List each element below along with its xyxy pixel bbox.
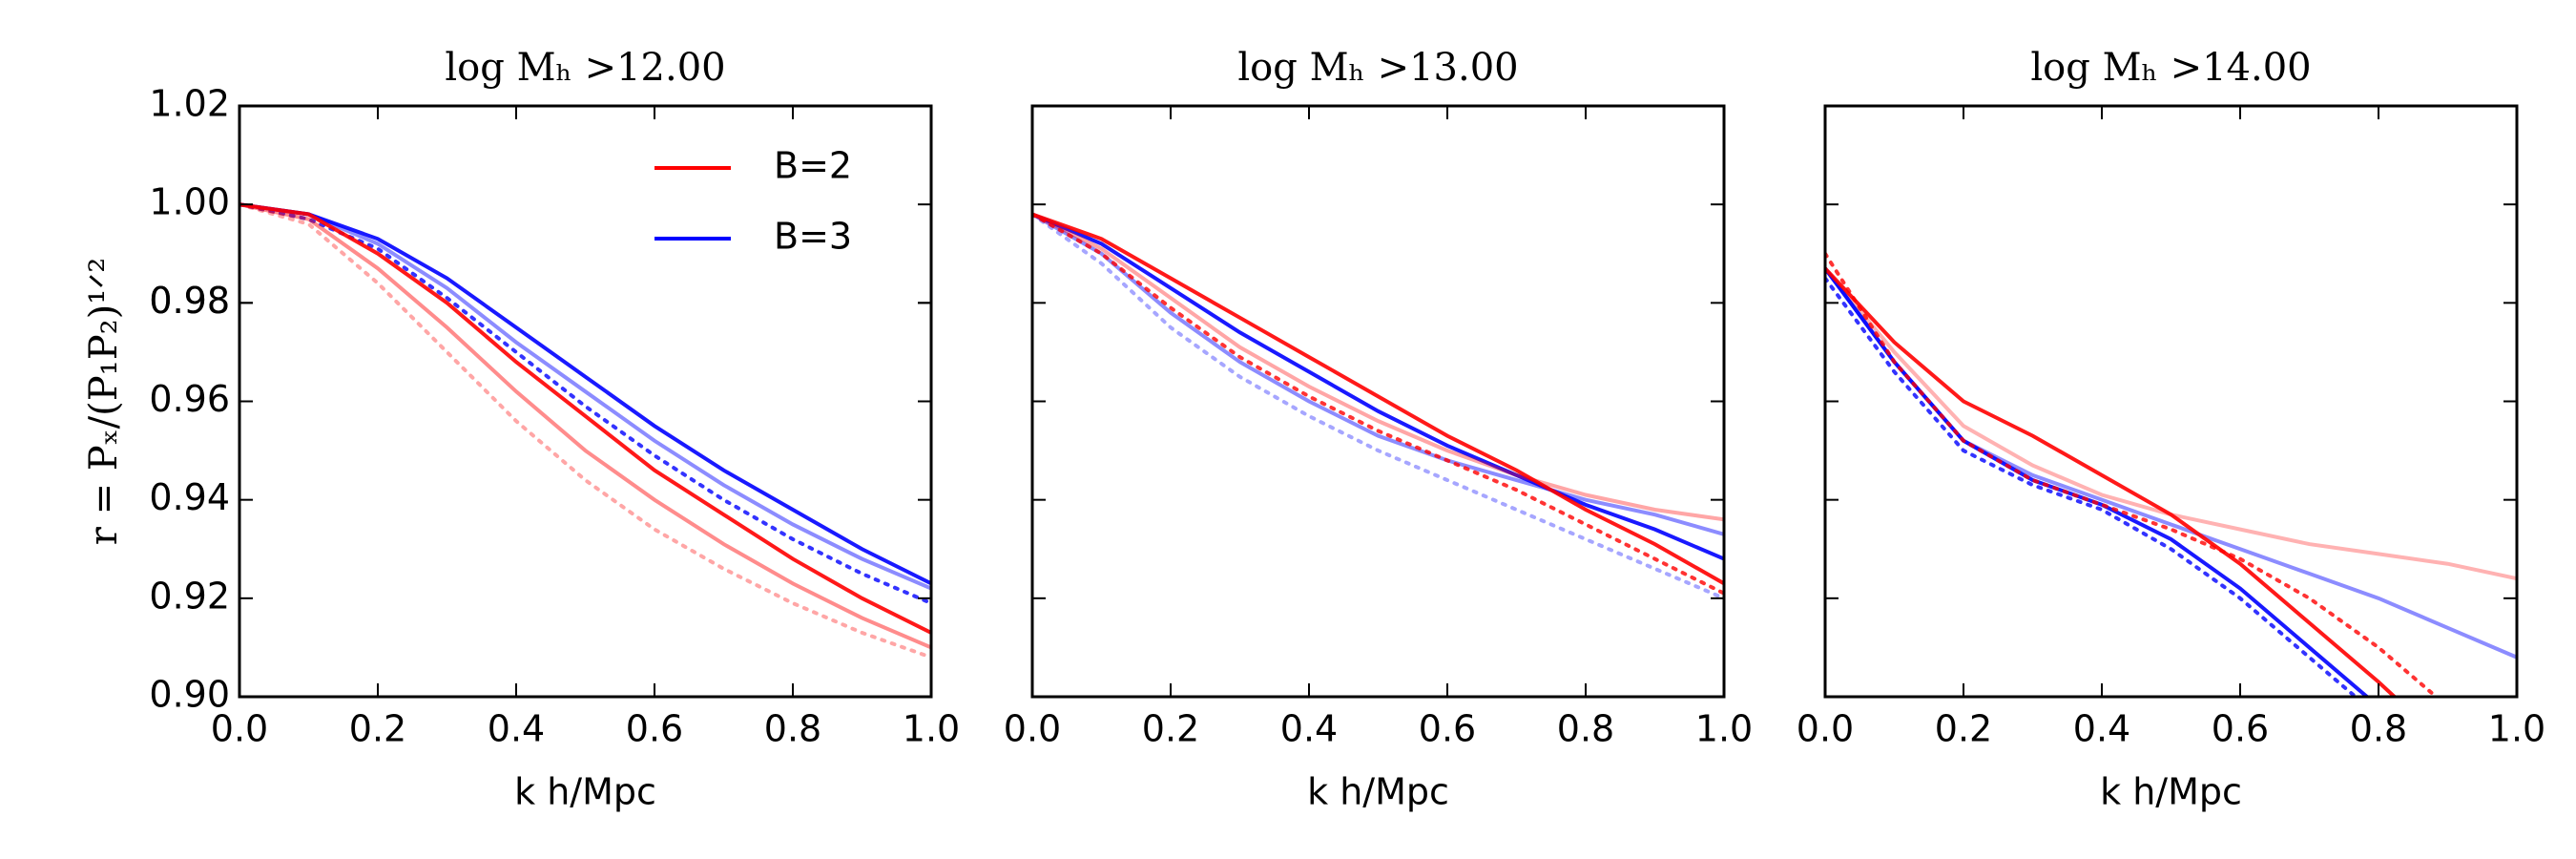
x-tick-label: 0.4 <box>2073 708 2130 750</box>
y-tick-label: 0.98 <box>149 280 230 322</box>
y-axis-label: r = Pₓ/(P₁P₂)¹ᐟ² <box>82 258 126 546</box>
series-line <box>1825 266 2517 581</box>
series-line <box>1032 212 1724 596</box>
y-tick-label: 0.90 <box>149 674 230 716</box>
series-line <box>1825 266 2517 660</box>
y-tick-label: 1.02 <box>149 83 230 125</box>
series-line <box>239 202 931 660</box>
x-tick-label: 1.0 <box>1695 708 1753 750</box>
panel-title: log Mₕ >12.00 <box>445 46 725 90</box>
plot-area <box>1825 251 2517 697</box>
x-tick-label: 0.6 <box>626 708 683 750</box>
x-tick-label: 1.0 <box>903 708 960 750</box>
y-tick-label: 1.00 <box>149 181 230 223</box>
y-tick-label: 0.96 <box>149 378 230 420</box>
panel-title: log Mₕ >13.00 <box>1237 46 1518 90</box>
y-tick-label: 0.94 <box>149 476 230 518</box>
legend-label: B=2 <box>774 145 852 187</box>
x-tick-label: 0.4 <box>488 708 545 750</box>
x-axis-label: k h/Mpc <box>2100 771 2242 813</box>
series-line <box>1032 212 1724 522</box>
series-line <box>239 202 931 591</box>
x-tick-label: 0.2 <box>349 708 406 750</box>
x-tick-label: 0.4 <box>1280 708 1338 750</box>
x-tick-label: 0.0 <box>211 708 268 750</box>
x-tick-label: 0.8 <box>764 708 821 750</box>
series-line <box>1825 266 2398 697</box>
x-axis-label: k h/Mpc <box>1307 771 1449 813</box>
x-tick-label: 0.0 <box>1004 708 1061 750</box>
series-line <box>1825 251 2440 697</box>
x-axis-label: k h/Mpc <box>514 771 656 813</box>
x-tick-label: 0.2 <box>1935 708 1992 750</box>
y-tick-label: 0.92 <box>149 575 230 617</box>
x-tick-label: 1.0 <box>2488 708 2545 750</box>
series-line <box>1032 212 1724 561</box>
x-tick-label: 0.8 <box>1557 708 1614 750</box>
series-line <box>1825 276 2358 697</box>
axes-frame <box>1030 104 1726 699</box>
plot-area <box>1032 212 1724 600</box>
series-line <box>239 202 931 635</box>
series-line <box>239 202 931 586</box>
legend-label: B=3 <box>774 216 852 258</box>
y-tick-label: 0.98 <box>149 280 230 322</box>
series-line <box>1032 212 1724 536</box>
series-line <box>239 202 931 650</box>
series-line <box>1032 212 1724 600</box>
series-line <box>1825 266 2370 697</box>
x-tick-label: 0.2 <box>1142 708 1199 750</box>
panel-title: log Mₕ >14.00 <box>2030 46 2311 90</box>
series-line <box>1032 212 1724 586</box>
x-tick-label: 0.0 <box>1797 708 1854 750</box>
x-tick-label: 0.6 <box>2212 708 2269 750</box>
axes-frame <box>238 104 933 699</box>
plot-area <box>239 202 931 660</box>
x-tick-label: 0.8 <box>2350 708 2407 750</box>
x-tick-label: 0.6 <box>1419 708 1476 750</box>
